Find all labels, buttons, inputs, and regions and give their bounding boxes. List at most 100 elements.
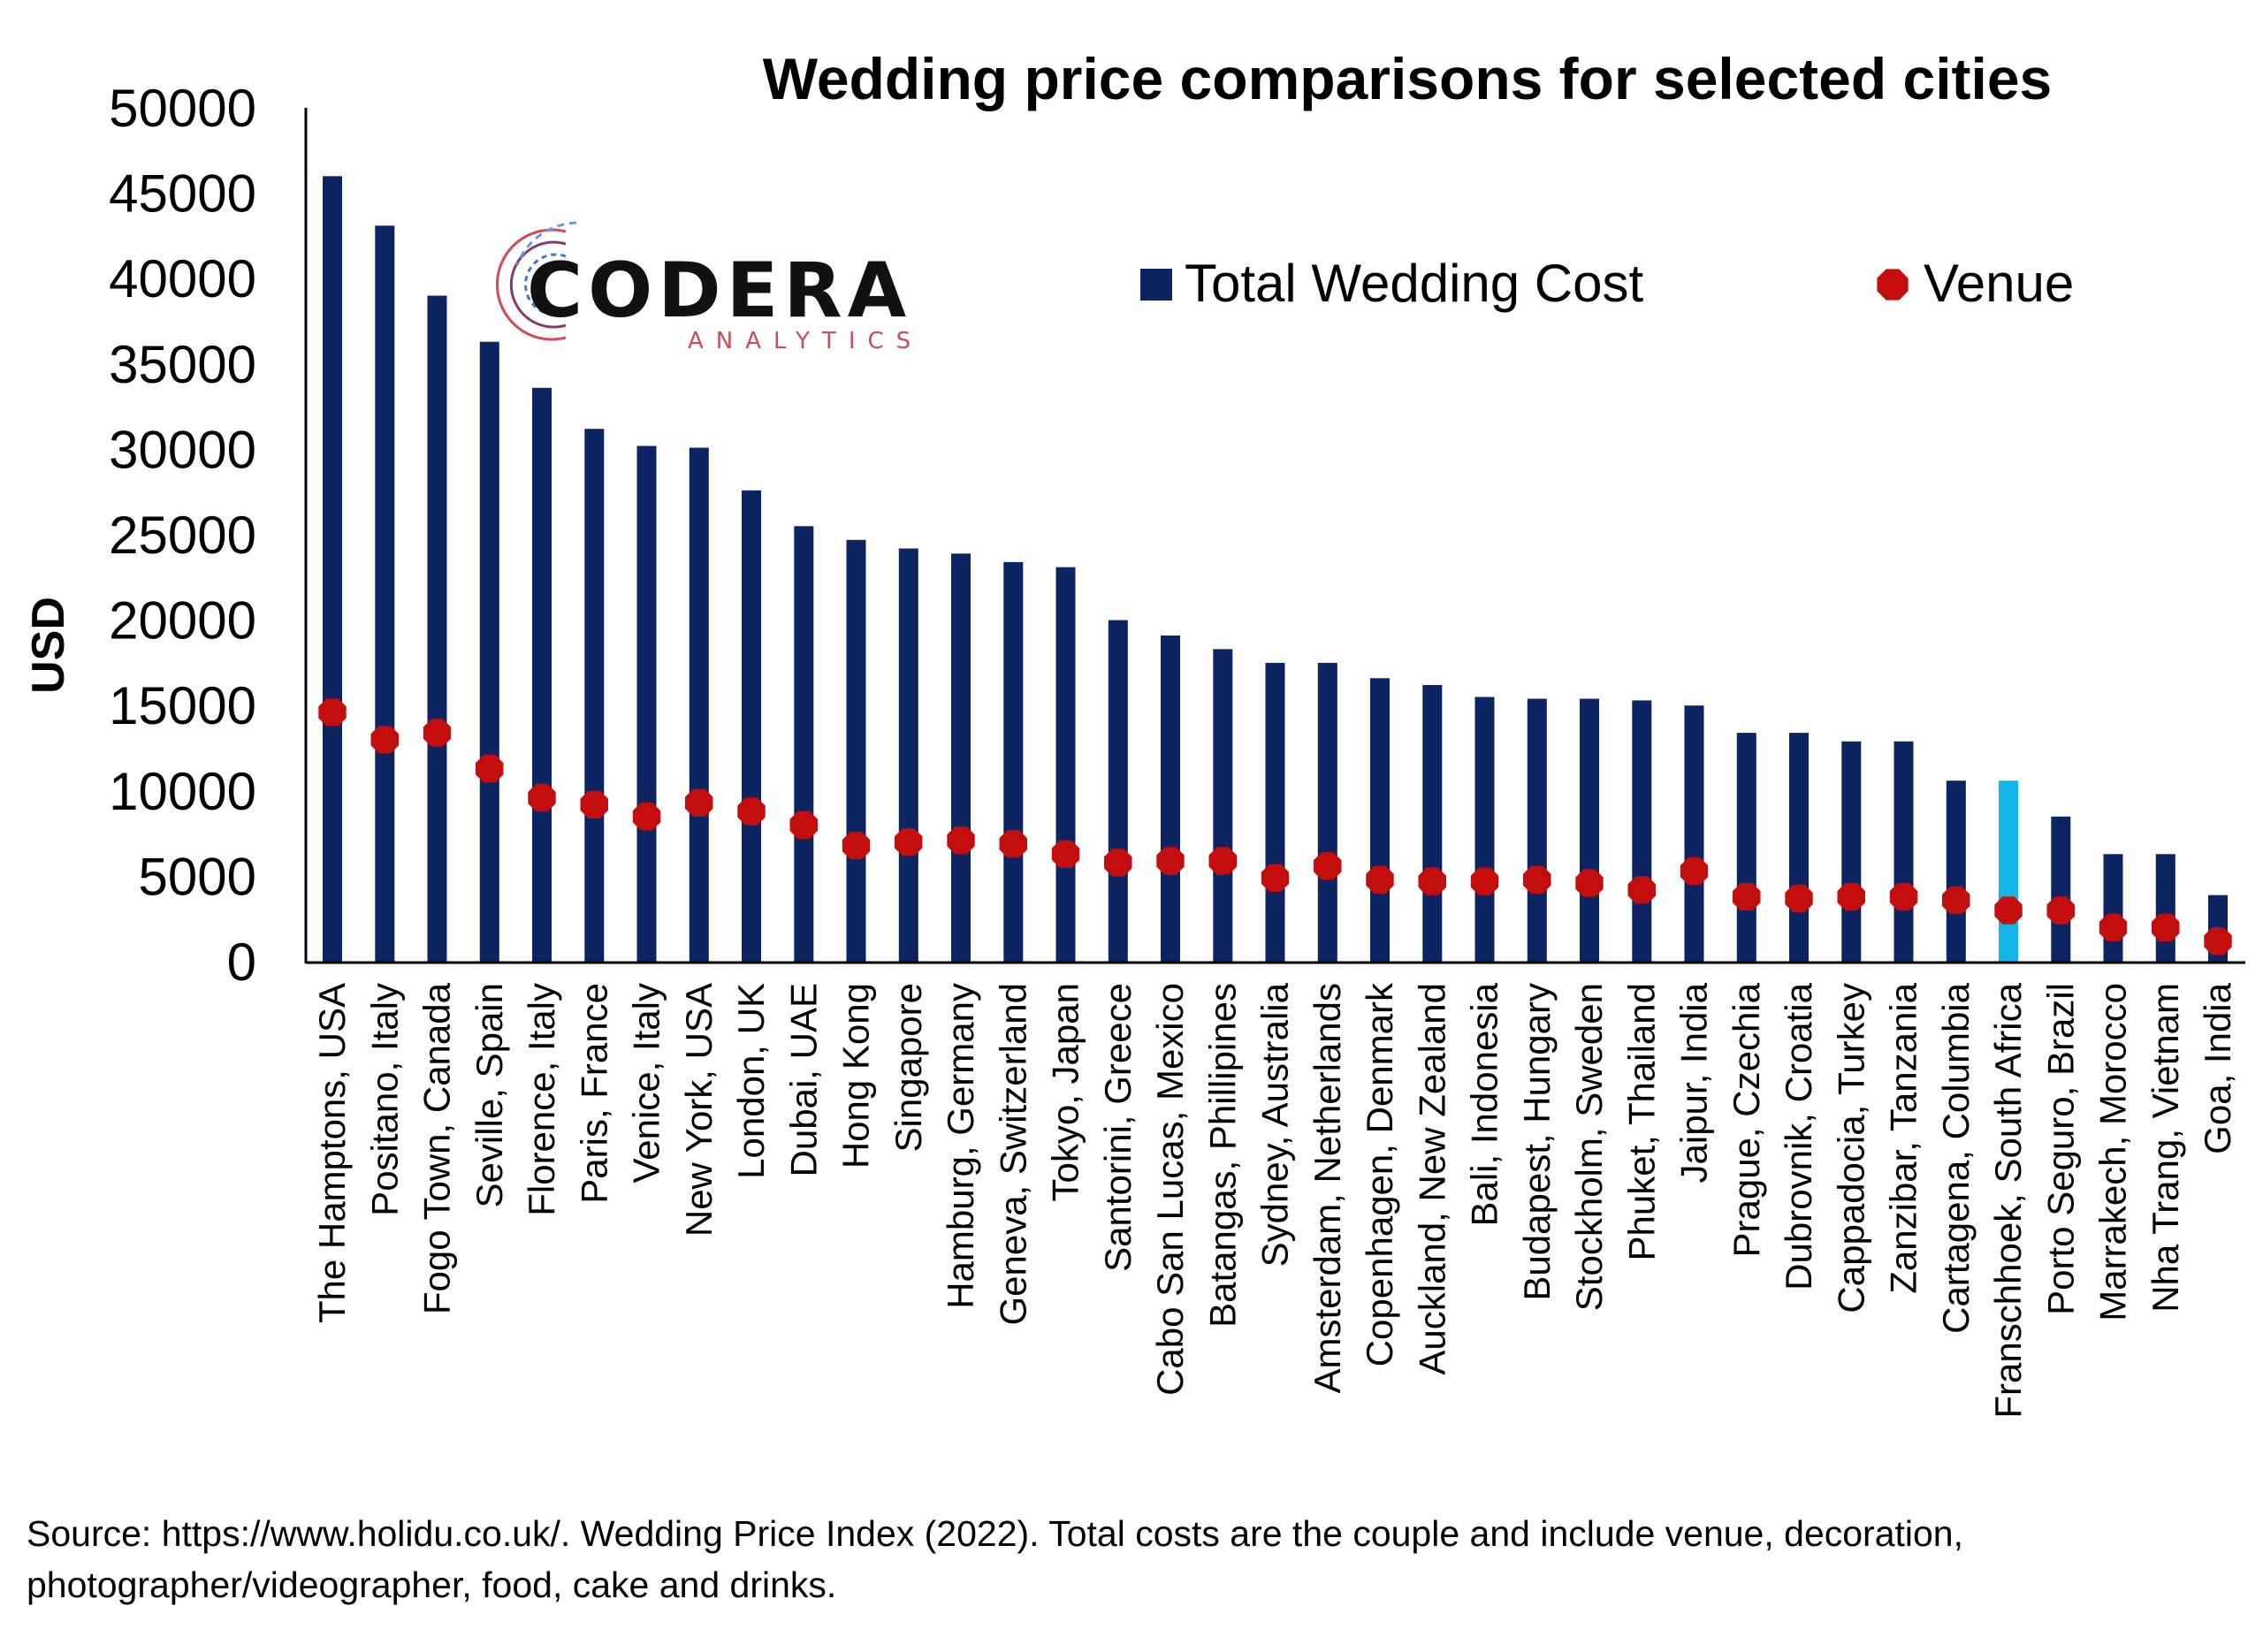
bar-total-cost xyxy=(1317,662,1337,962)
venue-marker xyxy=(1889,882,1918,911)
x-tick-label: Zanzibar, Tanzania xyxy=(1883,982,1924,1293)
x-tick-label: Phuket, Thailand xyxy=(1620,983,1662,1260)
y-tick-label: 40000 xyxy=(109,249,256,308)
legend-label-total-cost: Total Wedding Cost xyxy=(1185,254,1644,313)
x-tick-label: Prague, Czechia xyxy=(1726,982,1767,1257)
venue-marker xyxy=(842,831,871,860)
bar-total-cost xyxy=(1265,662,1285,962)
x-tick-label: The Hamptons, USA xyxy=(311,983,353,1323)
x-tick-label: Copenhagen, Denmark xyxy=(1359,982,1400,1367)
venue-marker xyxy=(2152,913,2180,942)
venue-marker xyxy=(1575,869,1604,897)
bar-total-cost xyxy=(584,429,605,962)
venue-marker xyxy=(1261,864,1290,892)
venue-marker xyxy=(1733,882,1761,911)
y-tick-label: 0 xyxy=(227,933,256,992)
bar-total-cost xyxy=(1893,741,1914,962)
legend-swatch-venue xyxy=(1877,269,1909,301)
venue-marker xyxy=(1314,852,1342,880)
logo-subtitle: ANALYTICS xyxy=(688,328,923,354)
bar-total-cost xyxy=(794,526,814,962)
x-tick-label: Seville, Spain xyxy=(469,983,510,1207)
y-tick-label: 20000 xyxy=(109,591,256,651)
x-tick-label: Santorini, Greece xyxy=(1097,983,1139,1272)
x-tick-labels: The Hamptons, USA Positano, Italy Fogo Tow… xyxy=(311,982,2238,1419)
y-axis-label: USD xyxy=(23,597,74,694)
x-tick-label: Dubai, UAE xyxy=(782,983,824,1176)
venue-marker xyxy=(580,790,608,818)
venue-marker xyxy=(1366,865,1394,894)
source-note: Source: https://www.holidu.co.uk/. Weddi… xyxy=(27,1513,1963,1605)
bar-total-cost xyxy=(427,295,447,962)
bar-total-cost xyxy=(689,447,709,962)
bar-total-cost xyxy=(1999,780,2018,962)
venue-marker xyxy=(528,783,556,812)
x-tick-label: Franschhoek, South Africa xyxy=(1987,982,2029,1418)
x-tick-label: Hamburg, Germany xyxy=(940,983,981,1309)
bar-total-cost xyxy=(1161,636,1180,962)
venue-marker xyxy=(1627,876,1656,904)
bar-total-cost xyxy=(1736,733,1756,962)
venue-marker xyxy=(1470,867,1499,895)
bar-total-cost xyxy=(1527,698,1547,962)
x-tick-label: Batangas, Phillipines xyxy=(1201,983,1243,1328)
venue-marker xyxy=(1208,847,1237,875)
y-tick-label: 10000 xyxy=(109,762,256,821)
x-tick-label: Geneva, Switzerland xyxy=(992,983,1033,1326)
x-tick-label: Sydney, Australia xyxy=(1254,982,1296,1267)
venue-marker xyxy=(1785,884,1813,913)
venue-marker xyxy=(1523,865,1551,894)
bar-total-cost xyxy=(479,341,499,962)
logo-wordmark: CODERA xyxy=(527,247,911,335)
venue-marker xyxy=(685,788,713,817)
bar-total-cost xyxy=(2051,816,2071,962)
x-tick-label: Cartagena, Columbia xyxy=(1935,982,1977,1334)
bar-total-cost xyxy=(1003,561,1024,962)
bar-total-cost xyxy=(1370,678,1390,962)
y-tick-label: 45000 xyxy=(109,164,256,224)
bar-total-cost xyxy=(1946,780,1966,962)
axes xyxy=(304,108,2245,964)
bar-total-cost xyxy=(1474,697,1495,962)
venue-marker xyxy=(1104,849,1132,877)
bar-total-cost xyxy=(1632,700,1652,962)
x-tick-label: Cabo San Lucas, Mexico xyxy=(1149,983,1191,1396)
x-tick-label: Porto Seguro, Brazil xyxy=(2039,983,2081,1315)
y-tick-label: 50000 xyxy=(109,79,256,138)
y-tick-label: 5000 xyxy=(139,847,256,906)
codera-logo: CODERA ANALYTICS xyxy=(495,221,923,354)
bar-total-cost xyxy=(1684,705,1704,962)
logo-swirl-icon xyxy=(495,221,577,341)
venue-marker xyxy=(318,698,347,727)
chart-title: Wedding price comparisons for selected c… xyxy=(763,46,2053,111)
x-tick-label: Fogo Town, Canada xyxy=(416,982,458,1314)
legend-label-venue: Venue xyxy=(1924,254,2074,313)
venue-marker xyxy=(2204,927,2232,955)
x-tick-label: Venice, Italy xyxy=(626,983,667,1183)
x-tick-label: New York, USA xyxy=(678,983,720,1237)
venue-marker xyxy=(947,826,975,855)
venue-marker xyxy=(1156,847,1185,875)
x-tick-label: Cappadocia, Turkey xyxy=(1830,983,1871,1313)
x-tick-label: Nha Trang, Vietnam xyxy=(2145,983,2186,1313)
bar-total-cost xyxy=(1580,698,1599,962)
venue-markers-layer xyxy=(318,698,2232,955)
bar-total-cost xyxy=(375,225,395,963)
venue-marker xyxy=(1994,896,2023,925)
x-tick-label: Positano, Italy xyxy=(363,983,405,1216)
x-tick-label: Amsterdam, Netherlands xyxy=(1307,983,1348,1394)
venue-marker xyxy=(2046,896,2075,925)
venue-marker xyxy=(476,755,504,783)
venue-marker xyxy=(1837,882,1865,911)
y-tick-label: 15000 xyxy=(109,676,256,735)
x-tick-label: Florence, Italy xyxy=(521,983,562,1216)
x-tick-label: Goa, India xyxy=(2197,982,2238,1153)
bar-total-cost xyxy=(742,490,761,962)
x-tick-label: Bali, Indonesia xyxy=(1464,982,1505,1226)
venue-marker xyxy=(895,828,923,856)
x-tick-label: Stockholm, Sweden xyxy=(1568,983,1610,1311)
y-tick-label: 35000 xyxy=(109,335,256,394)
y-tick-label: 30000 xyxy=(109,420,256,479)
bar-total-cost xyxy=(951,553,971,962)
